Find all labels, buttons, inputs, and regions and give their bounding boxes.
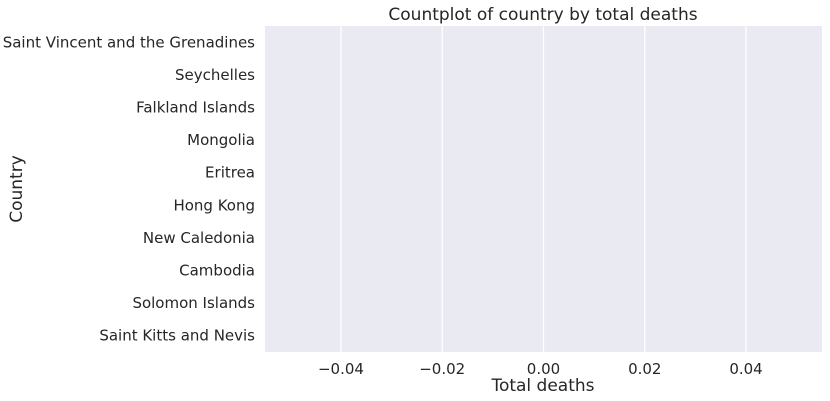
chart-title: Countplot of country by total deaths bbox=[388, 5, 697, 25]
y-tick-label: Saint Vincent and the Grenadines bbox=[3, 33, 255, 51]
y-tick-label: Hong Kong bbox=[173, 196, 255, 214]
y-tick-labels: Saint Vincent and the Grenadines Seychell… bbox=[3, 33, 255, 344]
x-axis-label: Total deaths bbox=[490, 376, 594, 396]
y-tick-label: Mongolia bbox=[187, 131, 255, 149]
y-axis-label: Country bbox=[7, 155, 27, 223]
y-tick-label: Eritrea bbox=[205, 164, 255, 182]
y-tick-label: New Caledonia bbox=[143, 229, 255, 247]
x-tick-label: 0.00 bbox=[527, 360, 560, 378]
y-tick-label: Cambodia bbox=[179, 262, 255, 280]
y-tick-label: Seychelles bbox=[175, 66, 255, 84]
x-tick-label: 0.04 bbox=[729, 360, 762, 378]
y-tick-label: Falkland Islands bbox=[136, 99, 255, 117]
y-tick-label: Saint Kitts and Nevis bbox=[99, 327, 255, 345]
x-tick-label: −0.02 bbox=[419, 360, 465, 378]
y-tick-label: Solomon Islands bbox=[132, 294, 255, 312]
x-tick-label: 0.02 bbox=[628, 360, 661, 378]
x-tick-label: −0.04 bbox=[318, 360, 364, 378]
x-tick-labels: −0.04 −0.02 0.00 0.02 0.04 bbox=[318, 360, 763, 378]
grid-lines bbox=[340, 26, 747, 352]
